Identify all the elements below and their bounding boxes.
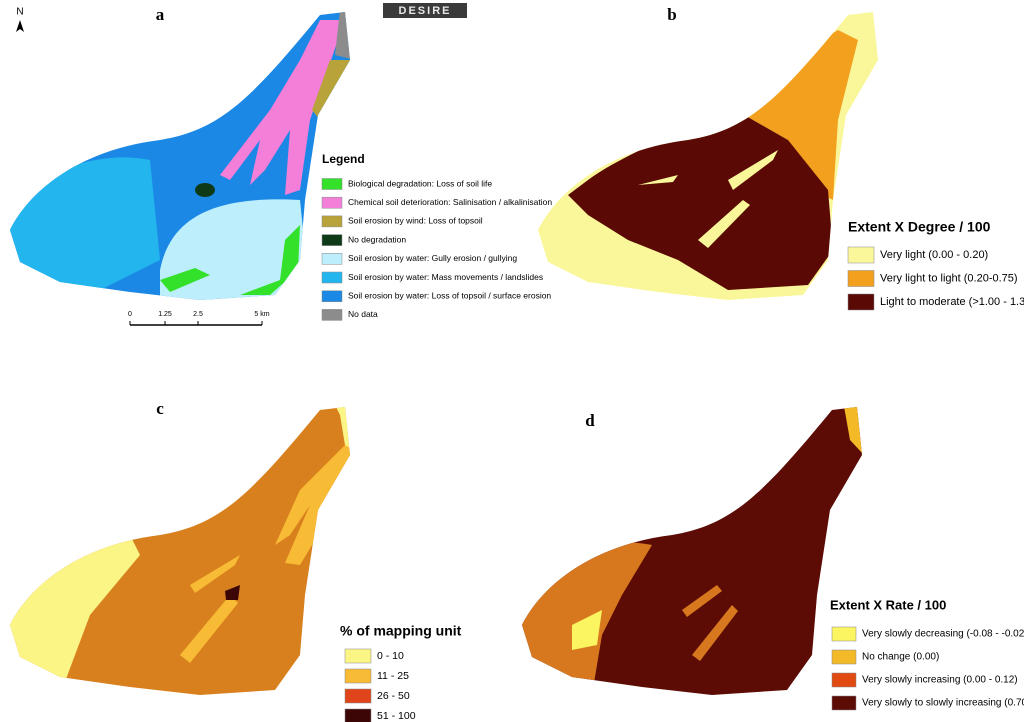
- legend-label: 11 - 25: [377, 670, 409, 682]
- legend-swatch: [321, 253, 343, 265]
- legend-swatch: [321, 234, 343, 246]
- map-b: [538, 12, 878, 300]
- legend-title: Legend: [322, 152, 365, 166]
- scale-label: 0: [128, 311, 132, 318]
- map-a: [10, 12, 350, 300]
- legend-label: 26 - 50: [377, 690, 410, 702]
- legend-swatch: [321, 215, 343, 228]
- legend-swatch: [321, 178, 343, 190]
- legend-swatch: [344, 648, 372, 664]
- panel-label: c: [156, 399, 164, 418]
- legend-label: Very light (0.00 - 0.20): [880, 249, 988, 261]
- north-label: N: [16, 7, 23, 18]
- legend-label: No data: [348, 309, 378, 319]
- legend-swatch: [321, 196, 343, 209]
- scale-label: 2.5: [193, 311, 203, 318]
- legend-label: No degradation: [348, 234, 406, 244]
- legend-label: Soil erosion by water: Gully erosion / g…: [348, 253, 517, 263]
- north-arrow: [16, 20, 24, 32]
- scale-label: 1.25: [158, 311, 172, 318]
- legend-label: Biological degradation: Loss of soil lif…: [348, 178, 492, 188]
- legend-swatch: [344, 688, 372, 704]
- legend-swatch: [847, 293, 875, 311]
- legend-title: Extent X Rate / 100: [830, 597, 946, 612]
- legend-swatch: [831, 672, 857, 688]
- logo-box: [383, 3, 467, 18]
- map-d: [522, 407, 862, 695]
- legend-label: Very slowly decreasing (-0.08 - -0.02): [862, 629, 1024, 640]
- map-c: [10, 407, 350, 695]
- legend-swatch: [847, 246, 875, 264]
- legend-label: Soil erosion by water: Mass movements / …: [348, 272, 543, 282]
- scale-label: 5 km: [254, 311, 269, 318]
- legend-label: 51 - 100: [377, 710, 416, 722]
- legend-label: Very light to light (0.20-0.75): [880, 272, 1018, 284]
- legend-label: Chemical soil deterioration: Salinisatio…: [348, 197, 552, 207]
- legend-label: No change (0.00): [862, 652, 939, 663]
- panel-label: a: [156, 5, 165, 24]
- legend-swatch: [321, 290, 343, 302]
- legend-swatch: [847, 270, 875, 287]
- legend-swatch: [344, 668, 372, 684]
- legend-swatch: [831, 626, 857, 642]
- legend-label: Very slowly to slowly increasing (0.70 -…: [862, 698, 1024, 709]
- legend-label: Light to moderate (>1.00 - 1.35): [880, 296, 1024, 308]
- legend-swatch: [321, 271, 343, 284]
- legend-swatch: [831, 649, 857, 665]
- legend-swatch: [344, 708, 372, 722]
- legend-label: Very slowly increasing (0.00 - 0.12): [862, 675, 1018, 686]
- legend-label: Soil erosion by water: Loss of topsoil /…: [348, 290, 551, 300]
- legend-label: 0 - 10: [377, 650, 404, 662]
- legend-swatch: [831, 695, 857, 711]
- legend-swatch: [321, 309, 343, 321]
- panel-label: b: [667, 5, 676, 24]
- legend-title: % of mapping unit: [340, 623, 462, 639]
- panel-label: d: [585, 411, 595, 430]
- legend-title: Extent X Degree / 100: [848, 219, 991, 235]
- legend-label: Soil erosion by wind: Loss of topsoil: [348, 216, 483, 226]
- logo: DESIRE: [399, 5, 452, 17]
